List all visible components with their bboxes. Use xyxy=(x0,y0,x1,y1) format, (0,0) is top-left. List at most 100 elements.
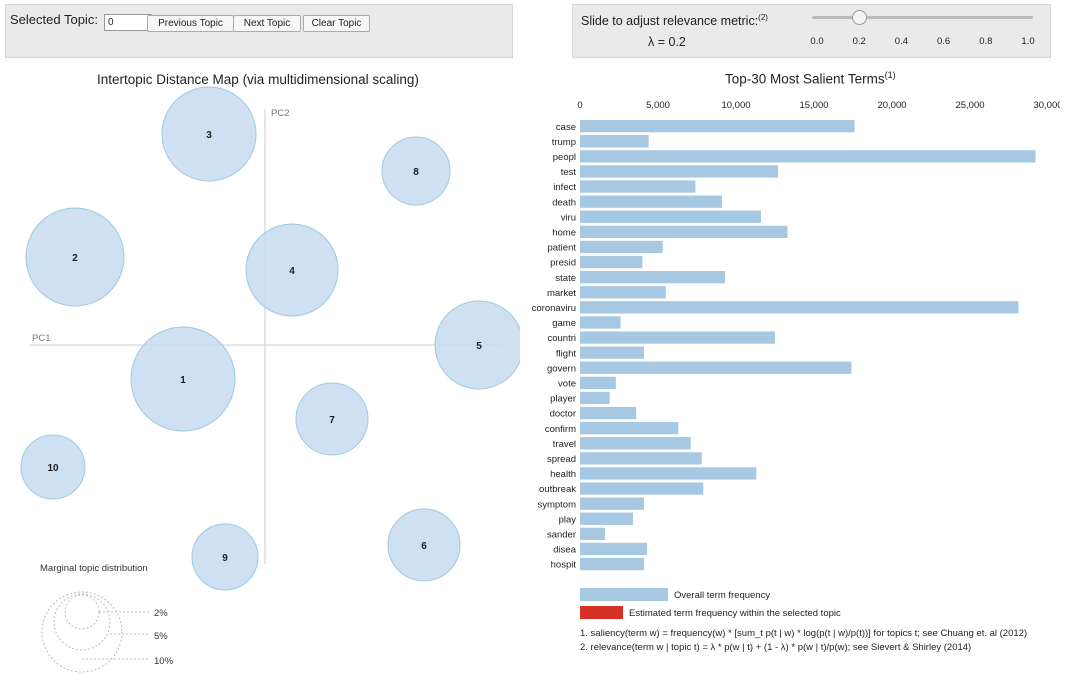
term-label[interactable]: state xyxy=(555,273,576,284)
term-label[interactable]: govern xyxy=(547,363,576,374)
term-label[interactable]: home xyxy=(552,228,576,239)
topic-label: 2 xyxy=(72,253,78,264)
x-tick-label: 5,000 xyxy=(646,100,670,111)
term-label[interactable]: death xyxy=(552,197,576,208)
topic-label: 8 xyxy=(413,167,419,178)
term-label[interactable]: doctor xyxy=(550,409,576,420)
marginal-label-5: 5% xyxy=(154,631,168,642)
slider-tick-label: 0.2 xyxy=(852,36,866,47)
legend-label: Overall term frequency xyxy=(674,590,770,601)
bar-flight[interactable] xyxy=(580,346,644,359)
legend-swatch xyxy=(580,588,668,601)
term-label[interactable]: infect xyxy=(553,182,576,193)
selected-topic-input[interactable]: 0 xyxy=(104,14,152,31)
term-label[interactable]: peopl xyxy=(553,152,576,163)
topic-circle-10[interactable] xyxy=(20,434,86,500)
term-label[interactable]: travel xyxy=(553,439,576,450)
bar-confirm[interactable] xyxy=(580,422,679,435)
topic-circle-6[interactable] xyxy=(387,508,461,582)
selected-topic-label: Selected Topic: xyxy=(10,12,98,27)
bar-player[interactable] xyxy=(580,391,610,405)
topic-circle-2[interactable] xyxy=(25,207,125,307)
term-label[interactable]: case xyxy=(556,122,576,133)
term-label[interactable]: patient xyxy=(547,243,576,254)
term-label[interactable]: confirm xyxy=(545,424,576,435)
topic-circle-5[interactable] xyxy=(434,300,520,390)
bar-game[interactable] xyxy=(580,316,621,329)
marginal-label-2: 2% xyxy=(154,608,168,619)
marginal-topic-distribution: Marginal topic distribution 2% 5% 10% xyxy=(40,563,174,673)
term-label[interactable]: disea xyxy=(553,545,576,556)
relevance-slider-text: Slide to adjust relevance metric: xyxy=(581,14,759,29)
bar-govern[interactable] xyxy=(580,361,852,374)
topic-circle-1[interactable] xyxy=(130,326,236,432)
term-label[interactable]: coronaviru xyxy=(532,303,576,314)
intertopic-distance-map: PC2 PC1 1 2 3 4 5 6 7 8 9 10 Marginal topic distr… xyxy=(20,86,520,673)
x-tick-label: 20,000 xyxy=(877,100,906,111)
bar-symptom[interactable] xyxy=(580,497,644,510)
term-label[interactable]: countri xyxy=(547,333,576,344)
term-label[interactable]: viru xyxy=(561,212,576,223)
term-label[interactable]: game xyxy=(552,318,576,329)
term-label[interactable]: trump xyxy=(552,137,576,148)
term-label[interactable]: play xyxy=(559,514,577,525)
bar-test[interactable] xyxy=(580,165,779,178)
relevance-slider-track[interactable] xyxy=(812,16,1033,19)
term-label[interactable]: hospit xyxy=(551,560,577,571)
bar-market[interactable] xyxy=(580,286,666,299)
topic-label: 7 xyxy=(329,415,335,426)
previous-topic-button[interactable]: Previous Topic xyxy=(147,15,234,32)
topic-label: 4 xyxy=(289,266,295,277)
term-label[interactable]: player xyxy=(550,394,576,405)
topic-circle-4[interactable] xyxy=(245,223,339,317)
term-label[interactable]: sander xyxy=(547,530,576,541)
topic-circle-8[interactable] xyxy=(381,136,451,206)
bar-case[interactable] xyxy=(580,120,855,133)
bar-viru[interactable] xyxy=(580,210,761,223)
bar-countri[interactable] xyxy=(580,331,775,344)
term-label[interactable]: test xyxy=(561,167,577,178)
bar-presid[interactable] xyxy=(580,255,643,269)
bar-spread[interactable] xyxy=(580,452,702,465)
bar-hospit[interactable] xyxy=(580,557,644,571)
term-label[interactable]: spread xyxy=(547,454,576,465)
term-label[interactable]: health xyxy=(550,469,576,480)
term-label[interactable]: presid xyxy=(550,258,576,269)
topic-label: 6 xyxy=(421,541,427,552)
bar-death[interactable] xyxy=(580,195,722,208)
bar-outbreak[interactable] xyxy=(580,482,704,495)
relevance-slider-handle[interactable] xyxy=(852,10,868,25)
marginal-title: Marginal topic distribution xyxy=(40,563,148,574)
term-label[interactable]: outbreak xyxy=(539,484,576,495)
bar-play[interactable] xyxy=(580,512,634,525)
bar-vote[interactable] xyxy=(580,376,616,389)
lambda-value: λ = 0.2 xyxy=(648,35,686,49)
topic-circle-9[interactable] xyxy=(191,523,259,591)
x-tick-label: 15,000 xyxy=(799,100,828,111)
salient-terms-chart: 0 5,000 10,000 15,000 20,000 25,000 30,000 cas… xyxy=(532,100,1060,653)
marginal-ring-5 xyxy=(53,593,111,651)
slider-tick-label: 0.8 xyxy=(979,36,993,47)
bar-patient[interactable] xyxy=(580,240,663,254)
clear-topic-button[interactable]: Clear Topic xyxy=(303,15,370,32)
term-label[interactable]: market xyxy=(547,288,576,299)
bar-travel[interactable] xyxy=(580,437,691,450)
term-label[interactable]: flight xyxy=(556,348,576,359)
chart-legend: Overall term frequency Estimated term fre… xyxy=(580,588,841,619)
bar-infect[interactable] xyxy=(580,180,696,193)
bar-doctor[interactable] xyxy=(580,406,637,420)
bar-trump[interactable] xyxy=(580,135,649,148)
x-tick-label: 25,000 xyxy=(955,100,984,111)
bar-peopl[interactable] xyxy=(580,150,1036,163)
bar-sander[interactable] xyxy=(580,527,605,540)
term-label[interactable]: vote xyxy=(558,379,576,390)
bar-coronaviru[interactable] xyxy=(580,301,1019,314)
next-topic-button[interactable]: Next Topic xyxy=(233,15,301,32)
term-label[interactable]: symptom xyxy=(537,499,576,510)
topic-circle-3[interactable] xyxy=(161,86,257,182)
bar-health[interactable] xyxy=(580,467,757,480)
topic-circle-7[interactable] xyxy=(295,382,369,456)
bar-state[interactable] xyxy=(580,271,726,284)
bar-disea[interactable] xyxy=(580,542,648,556)
bar-home[interactable] xyxy=(580,225,788,238)
